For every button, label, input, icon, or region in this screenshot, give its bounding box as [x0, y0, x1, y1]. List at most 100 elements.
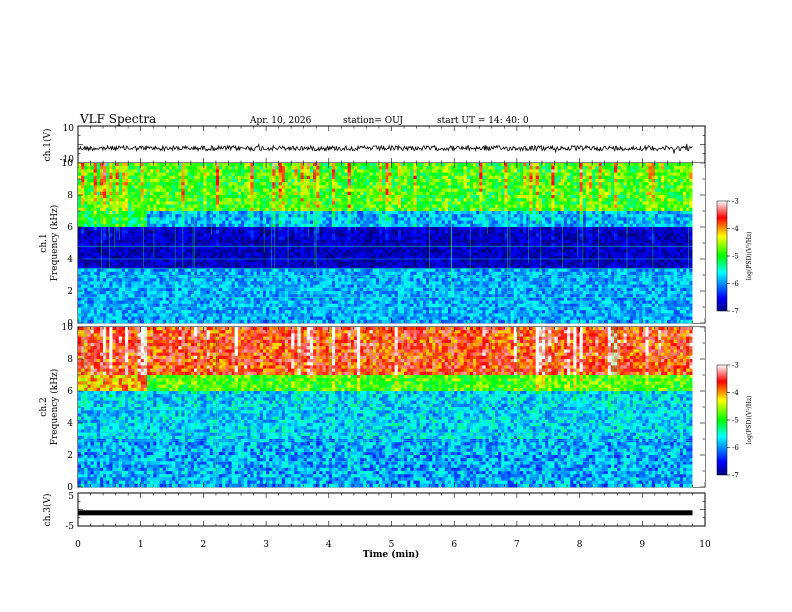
spec1-cell — [153, 217, 157, 221]
spec1-cell — [115, 223, 120, 228]
spec1-cell — [363, 230, 367, 234]
spec1-cell — [303, 163, 308, 167]
spec1-cell — [156, 239, 160, 244]
spec1-cell — [137, 188, 141, 193]
spec1-cell — [81, 204, 85, 209]
spec1-cell — [636, 169, 640, 173]
spec1-cell — [121, 217, 126, 221]
spec1-cell — [504, 227, 508, 231]
spec1-cell — [632, 223, 637, 228]
spec1-cell — [357, 201, 361, 205]
spec1-cell — [541, 175, 546, 180]
spec1-cell — [664, 185, 668, 189]
spec1-cell — [457, 175, 461, 180]
spec1-cell — [137, 166, 141, 170]
spec1-cell — [93, 172, 98, 177]
spec1-cell — [366, 214, 370, 218]
spec1-cell — [109, 188, 113, 193]
spec1-cell — [153, 204, 157, 209]
spec1-cell — [281, 239, 286, 244]
spec1-cell — [134, 207, 138, 212]
spec1-cell — [266, 204, 270, 209]
spec1-cell — [689, 217, 693, 221]
spec1-cell — [106, 185, 110, 189]
spec1-cell — [262, 179, 267, 183]
spec1-cell — [325, 195, 330, 199]
spec1-cell — [275, 179, 279, 183]
spec1-cell — [222, 172, 226, 177]
spec1-cell — [269, 179, 273, 183]
spec1-cell — [93, 188, 98, 193]
spec1-cell — [306, 207, 311, 212]
spec1-cell — [291, 191, 295, 196]
spec1-cell — [438, 239, 442, 244]
spec1-cell — [162, 198, 167, 202]
ch1-waveform-panel: 10 -10 ch.1(V) — [42, 124, 706, 165]
spec1-cell — [165, 223, 170, 228]
spec1-cell — [410, 239, 414, 244]
spec1-cell — [385, 220, 389, 225]
spec1-cell — [579, 217, 584, 221]
spec1-cell — [137, 223, 141, 228]
spec1-cell — [225, 204, 229, 209]
spec1-cell — [172, 201, 176, 205]
spec1-cell — [667, 185, 671, 189]
spec1-cell — [432, 182, 436, 186]
spec1-cell — [557, 195, 562, 199]
spec1-cell — [410, 201, 414, 205]
spec1-cell — [172, 204, 176, 209]
spec1-cell — [488, 169, 493, 173]
spec1-cell — [103, 179, 107, 183]
spec1-cell — [513, 217, 518, 221]
spec1-cell — [614, 198, 618, 202]
spec1-cell — [137, 198, 141, 202]
spec1-cell — [498, 223, 502, 228]
spec1-cell — [146, 211, 151, 215]
spec1-cell — [350, 239, 355, 244]
spec1-cell — [435, 175, 439, 180]
spec1-cell — [219, 217, 223, 221]
spec1-cell — [535, 195, 540, 199]
spec1-cell — [388, 214, 392, 218]
spec1-cell — [347, 211, 352, 215]
spec1-cell — [516, 204, 521, 209]
spec1-cell — [617, 166, 621, 170]
spec1-cell — [118, 179, 123, 183]
spec1-cell — [554, 163, 558, 167]
spec1-cell — [585, 188, 590, 193]
spec1-cell — [413, 223, 417, 228]
spec1-cell — [679, 195, 684, 199]
spec1-cell — [447, 236, 452, 241]
spec1-cell — [231, 166, 236, 170]
spec1-cell — [378, 220, 383, 225]
spec1-cell — [645, 220, 649, 225]
spec1-cell — [338, 223, 342, 228]
spec1-cell — [394, 204, 399, 209]
spec1-cell — [103, 172, 107, 177]
spec1-cell — [172, 214, 176, 218]
spec1-cell — [570, 204, 574, 209]
spec1-cell — [294, 172, 298, 177]
spec1-cell — [636, 227, 640, 231]
spec1-cell — [422, 175, 427, 180]
spec1-cell — [623, 211, 627, 215]
spec1-cell — [84, 198, 88, 202]
spec1-cell — [259, 220, 264, 225]
spec1-cell — [488, 185, 493, 189]
spec1-cell — [375, 175, 380, 180]
spec1-cell — [143, 172, 148, 177]
spec1-cell — [639, 182, 643, 186]
spec1-cell — [228, 204, 232, 209]
spec1-cell — [300, 227, 305, 231]
spec1-cell — [385, 227, 389, 231]
spec1-cell — [407, 188, 411, 193]
spec1-cell — [573, 191, 577, 196]
spec1-cell — [457, 211, 461, 215]
spec1-cell — [636, 182, 640, 186]
spec1-cell — [541, 185, 546, 189]
spec1-cell — [253, 239, 257, 244]
spec1-cell — [212, 233, 217, 237]
spec1-cell — [269, 182, 273, 186]
spec1-cell — [300, 179, 305, 183]
spec1-cell — [576, 201, 580, 205]
